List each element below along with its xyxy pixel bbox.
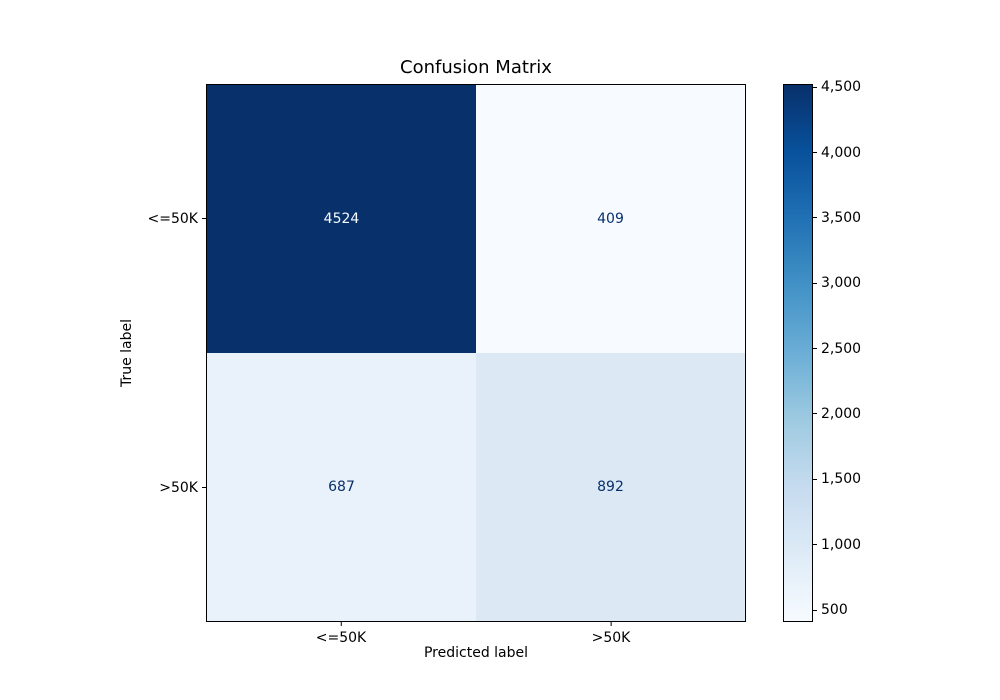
matrix-cell-r1-c1: 892 [476, 353, 745, 621]
colorbar-tick-mark [813, 348, 817, 350]
colorbar-tick-label: 3,000 [821, 275, 862, 292]
colorbar-tick-6: 3,500 [813, 210, 861, 226]
x-tick-1: >50K [591, 622, 631, 646]
heatmap-grid: 4524 409 687 892 [206, 84, 746, 622]
colorbar-tick-mark [813, 413, 817, 415]
colorbar-tick-label: 4,000 [821, 144, 862, 161]
colorbar-tick-mark [813, 609, 817, 611]
colorbar-tick-mark [813, 86, 817, 88]
colorbar-tick-mark [813, 478, 817, 480]
colorbar-tick-mark [813, 217, 817, 219]
matrix-cell-r1-c0: 687 [207, 353, 476, 621]
colorbar-tick-mark [813, 544, 817, 546]
colorbar-gradient [783, 84, 813, 622]
colorbar-tick-label: 1,000 [821, 536, 862, 553]
y-tick-label: <=50K [147, 210, 198, 227]
colorbar-tick-7: 4,000 [813, 145, 861, 161]
y-tick-0: <=50K [148, 211, 206, 227]
x-tick-0: <=50K [316, 622, 366, 646]
x-tick-mark [340, 622, 342, 626]
chart-title: Confusion Matrix [400, 57, 552, 78]
x-tick-label: >50K [591, 630, 631, 646]
y-tick-mark [202, 487, 206, 488]
colorbar-tick-4: 2,500 [813, 341, 861, 357]
colorbar-tick-5: 3,000 [813, 275, 861, 291]
colorbar-tick-label: 500 [821, 602, 848, 619]
colorbar-tick-label: 2,500 [821, 340, 862, 357]
colorbar-tick-8: 4,500 [813, 79, 861, 95]
colorbar: 500 1,000 1,500 2,000 2,500 3,000 3,500 4,000 4,… [783, 79, 861, 622]
colorbar-tick-2: 1,500 [813, 471, 861, 487]
x-tick-label: <=50K [315, 630, 367, 646]
y-tick-mark [202, 218, 206, 219]
colorbar-tick-mark [813, 282, 817, 284]
y-axis-label: True label [119, 318, 135, 388]
colorbar-tick-label: 3,500 [821, 209, 862, 226]
matrix-cell-r0-c1: 409 [476, 85, 745, 353]
colorbar-tick-3: 2,000 [813, 406, 861, 422]
colorbar-tick-1: 1,000 [813, 537, 861, 553]
colorbar-tick-label: 1,500 [821, 471, 862, 488]
matrix-cell-r0-c0: 4524 [207, 85, 476, 353]
y-tick-label: >50K [159, 479, 198, 496]
colorbar-tick-label: 2,000 [821, 405, 862, 422]
y-tick-1: >50K [159, 480, 206, 496]
colorbar-tick-0: 500 [813, 602, 848, 618]
x-tick-mark [610, 622, 612, 626]
colorbar-tick-label: 4,500 [821, 79, 862, 96]
x-axis-label: Predicted label [423, 645, 529, 661]
colorbar-tick-mark [813, 152, 817, 153]
